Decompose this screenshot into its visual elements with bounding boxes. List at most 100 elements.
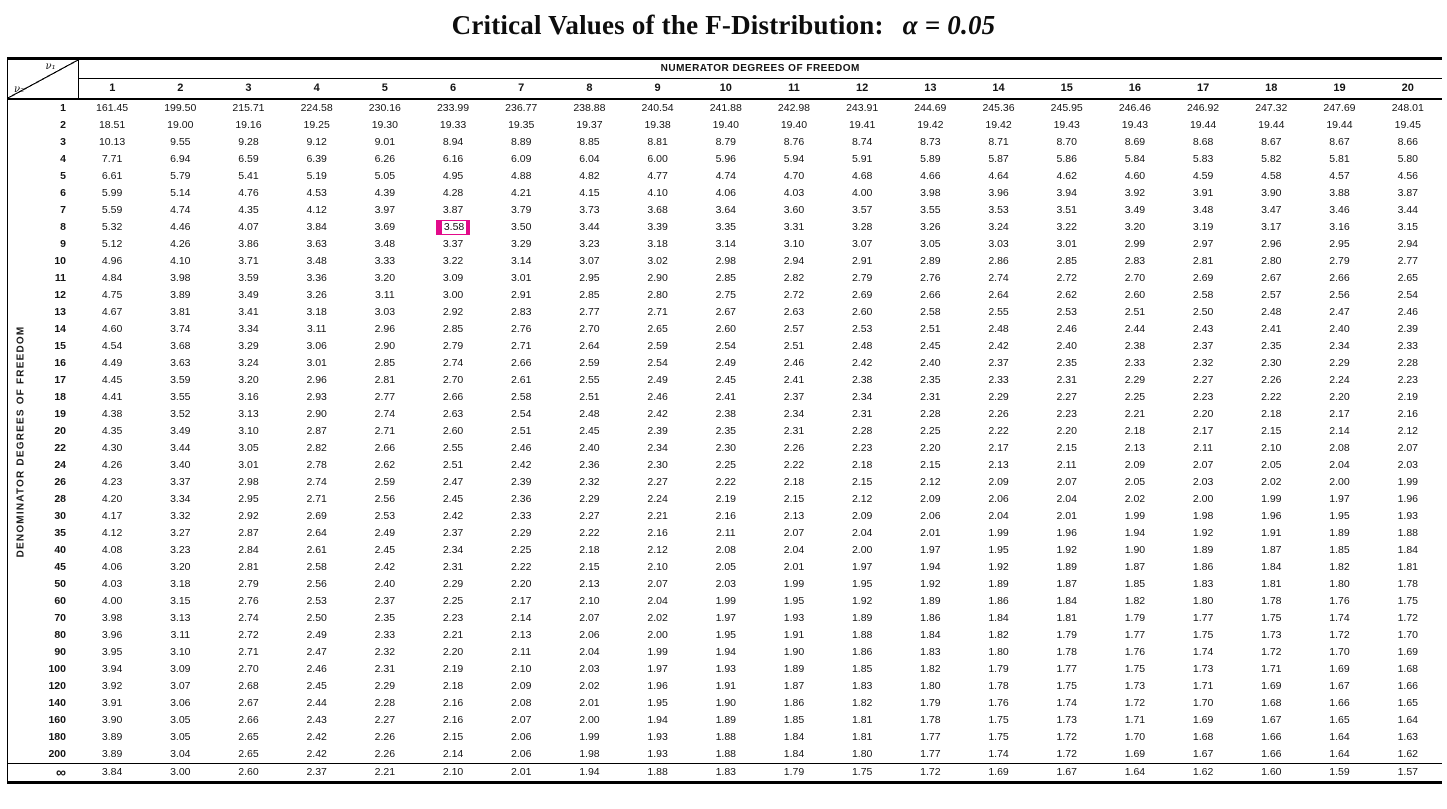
f-value-cell: 248.01 [1391,102,1424,114]
f-value-cell: 19.16 [235,119,262,131]
f-value-cell: 2.42 [851,357,873,369]
f-value-cell: 3.49 [238,289,259,301]
f-value-cell: 2.48 [579,408,600,420]
f-value-cell: 2.46 [783,357,805,369]
f-value-cell: 1.74 [1056,697,1077,709]
row-label: 140 [48,697,66,709]
table-row: 19 4.38 3.52 3.13 2.90 2.74 2.63 2.54 2.48 2.42 2.… [8,406,1442,423]
f-value-cell: 3.55 [170,391,191,403]
f-value-cell: 2.17 [1192,425,1214,437]
f-value-cell: 1.82 [988,629,1009,641]
table-row: 1 161.45 199.50 215.71 224.58 230.16 233.99 236… [8,99,1442,117]
f-value-cell: 2.81 [374,374,396,386]
f-value-cell: 2.11 [715,527,736,539]
f-value-cell: 2.02 [647,612,668,624]
f-value-cell: 1.71 [1124,714,1146,726]
f-value-cell: 2.06 [511,748,532,760]
f-value-cell: 2.33 [1397,340,1418,352]
f-value-cell: 2.27 [579,510,600,522]
table-row: 26 4.23 3.37 2.98 2.74 2.59 2.47 2.39 2.32 2.27 2.… [8,474,1442,491]
f-value-cell: 2.43 [1192,323,1214,335]
f-value-cell: 4.95 [442,170,464,182]
f-value-cell: 3.20 [170,561,191,573]
f-value-cell: 3.15 [170,595,191,607]
f-value-cell: 1.87 [783,680,805,692]
row-label: 22 [54,442,66,454]
f-value-cell: 2.10 [647,561,668,573]
f-value-cell: 1.86 [851,646,873,658]
f-value-cell: 1.80 [1329,578,1350,590]
f-value-cell: 1.60 [1237,763,1306,781]
f-value-cell: 2.13 [579,578,600,590]
f-value-cell: 2.26 [374,731,396,743]
f-value-cell: 3.59 [238,272,259,284]
f-value-cell: 3.27 [170,527,191,539]
f-value-cell: 2.58 [920,306,941,318]
row-label: 200 [48,748,66,760]
f-value-cell: 2.35 [920,374,941,386]
f-value-cell: 4.67 [101,306,123,318]
f-value-cell: 2.65 [1397,272,1418,284]
f-value-cell: 1.89 [988,578,1009,590]
f-value-cell: 2.93 [306,391,327,403]
f-value-cell: 1.94 [1124,527,1146,539]
f-value-cell: 2.12 [1397,425,1418,437]
f-value-cell: 3.81 [170,306,191,318]
f-value-cell: 2.40 [579,442,600,454]
f-value-cell: 2.70 [238,663,259,675]
f-value-cell: 4.00 [851,187,873,199]
f-value-cell: 2.00 [1329,476,1350,488]
nu2-label: ν₂ [14,84,25,95]
f-value-cell: 1.77 [920,731,941,743]
f-value-cell: 2.31 [374,663,396,675]
f-value-cell: 2.01 [783,561,805,573]
f-value-cell: 2.23 [442,612,464,624]
f-value-cell: 3.48 [374,238,396,250]
f-value-cell: 1.75 [1124,663,1146,675]
f-value-cell: 2.34 [442,544,464,556]
f-value-cell: 2.18 [579,544,600,556]
f-value-cell: 3.20 [238,374,259,386]
f-value-cell: 2.59 [647,340,668,352]
f-value-cell: 19.40 [780,119,808,131]
f-value-cell: 19.44 [1258,119,1285,131]
f-value-cell: 2.04 [1329,459,1350,471]
column-header: 8 [555,78,624,100]
f-value-cell: 1.93 [647,731,668,743]
f-value-cell: 4.56 [1397,170,1418,182]
f-value-cell: 2.21 [442,629,464,641]
f-value-cell: 2.80 [1261,255,1282,267]
f-value-cell: 2.54 [647,357,668,369]
f-value-cell: 1.85 [1124,578,1146,590]
f-value-cell: 1.72 [1056,748,1077,760]
f-value-cell: 2.10 [579,595,600,607]
f-value-cell: 2.55 [442,442,464,454]
f-value-cell: 3.37 [442,238,464,250]
f-value-cell: 2.35 [374,612,396,624]
f-value-cell: 3.37 [170,476,191,488]
row-label: 80 [54,629,66,641]
f-value-cell: 2.63 [442,408,464,420]
f-value-cell: 236.77 [505,102,538,114]
f-value-cell: 2.45 [306,680,327,692]
table-row: 7 5.59 4.74 4.35 4.12 3.97 3.87 3.79 3.73 3.68 3.6… [8,202,1442,219]
f-value-cell: 6.61 [101,170,123,182]
f-value-cell: 3.15 [1397,221,1418,233]
f-value-cell: 2.51 [511,425,532,437]
f-value-cell: 2.03 [579,663,600,675]
f-value-cell: 2.66 [374,442,396,454]
row-label: 10 [54,255,66,267]
f-value-cell: 3.92 [101,680,123,692]
f-value-cell: 2.01 [920,527,941,539]
f-value-cell: 1.73 [1124,680,1146,692]
table-row: 80 3.96 3.11 2.72 2.49 2.33 2.21 2.13 2.06 2.00 1.… [8,627,1442,644]
f-value-cell: 2.46 [1056,323,1077,335]
f-value-cell: 246.46 [1118,102,1151,114]
f-value-cell: 6.26 [374,153,396,165]
f-value-cell: 2.42 [511,459,532,471]
f-value-cell: 1.70 [1397,629,1418,641]
f-value-cell: 19.37 [576,119,603,131]
f-value-cell: 3.68 [170,340,191,352]
column-header: 13 [896,78,965,100]
f-value-cell: 2.20 [1329,391,1350,403]
